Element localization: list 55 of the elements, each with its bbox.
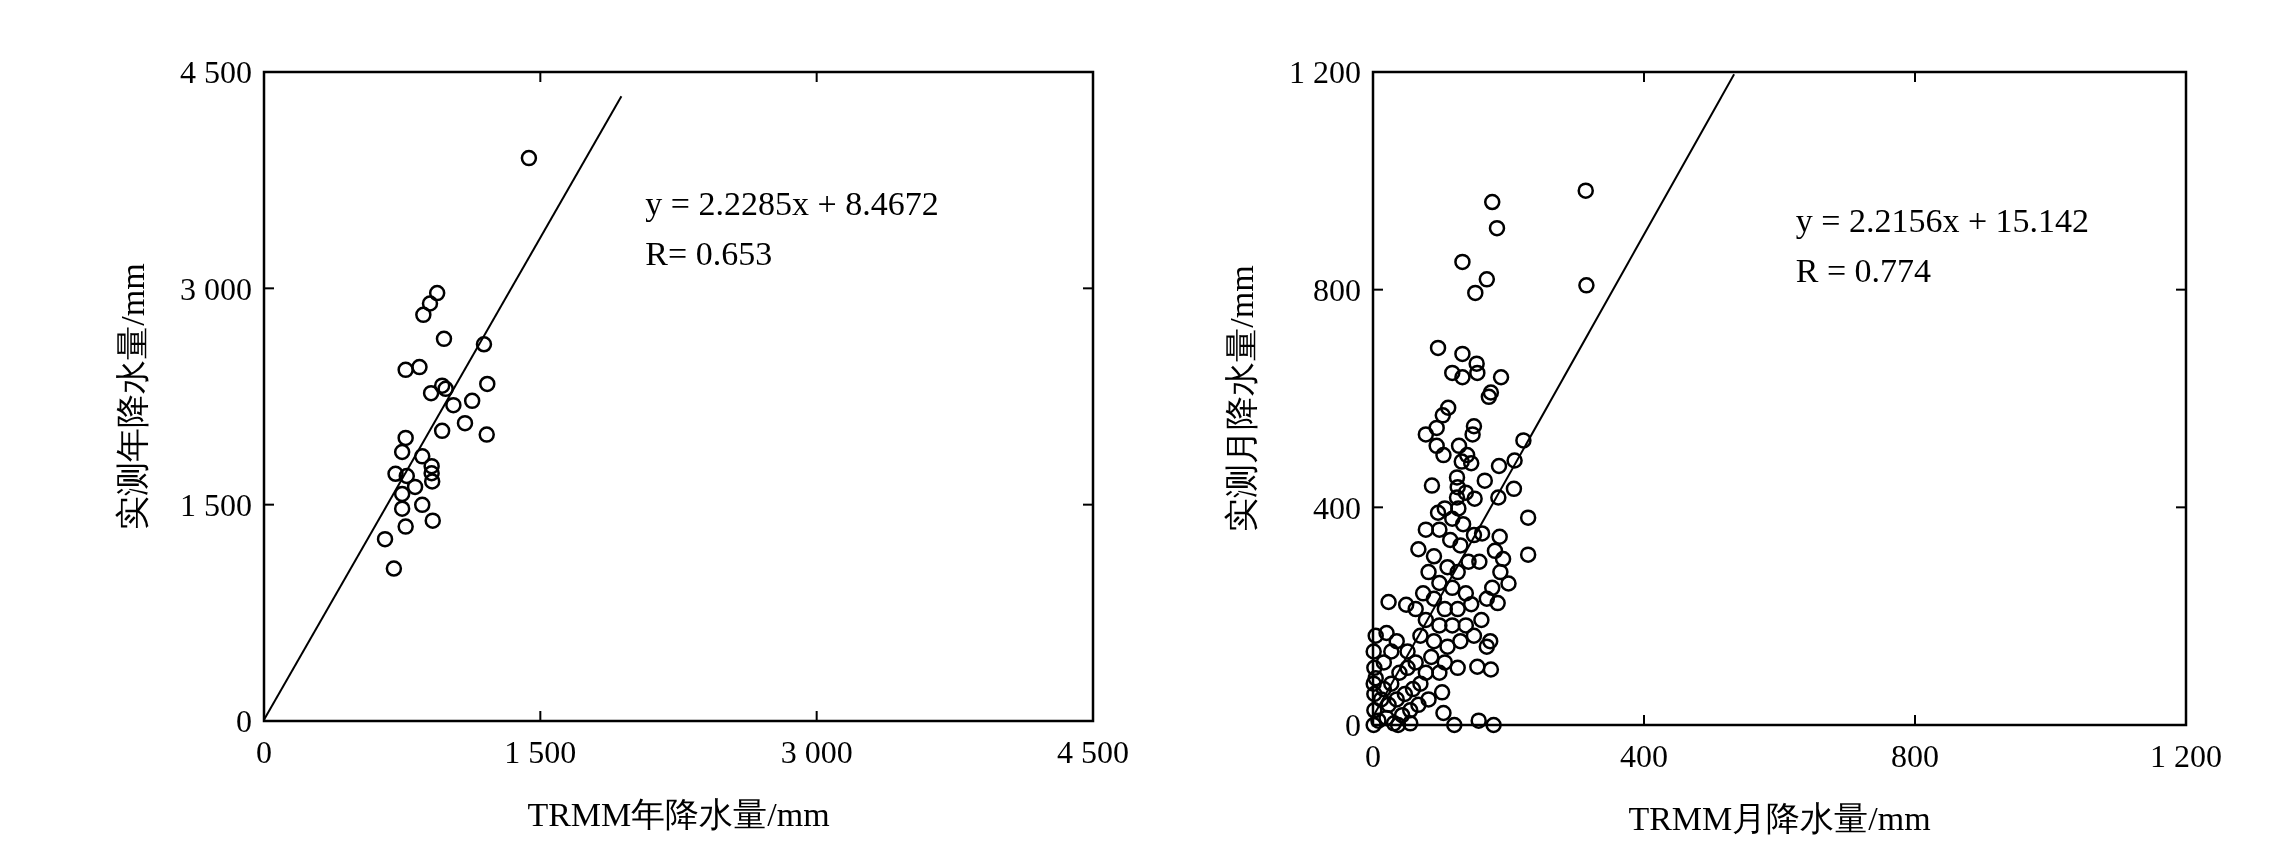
point: [397, 361, 414, 379]
point: [393, 485, 411, 503]
point: [475, 336, 493, 353]
point: [393, 443, 411, 461]
y-tick-label: 1 500: [180, 486, 252, 523]
point: [428, 284, 446, 302]
point: [478, 426, 495, 443]
x-tick-label: 4 500: [1057, 734, 1129, 770]
x-axis-title: TRMM月降水量/mm: [1628, 800, 1931, 837]
point: [406, 478, 424, 496]
x-tick-label: 1 500: [504, 734, 577, 770]
y-axis-title: 实测年降水量/mm: [114, 263, 151, 530]
point: [433, 422, 451, 440]
point: [422, 384, 440, 402]
point: [414, 448, 431, 465]
annotation: R = 0.774: [1795, 251, 1932, 289]
point: [423, 464, 440, 482]
point: [445, 396, 462, 414]
point: [397, 518, 414, 535]
point: [421, 295, 439, 312]
annotation: y = 2.2156x + 15.142: [1795, 201, 2090, 239]
point: [433, 377, 451, 394]
x-tick-label: 400: [1620, 738, 1668, 774]
point: [393, 500, 411, 517]
y-tick-label: 4 500: [180, 54, 252, 91]
annotation: y = 2.2285x + 8.4672: [645, 184, 939, 222]
x-tick-label: 3 000: [780, 734, 853, 770]
y-tick-label: 0: [1345, 707, 1361, 744]
point: [411, 358, 428, 376]
point: [423, 473, 441, 490]
y-tick-label: 0: [236, 703, 252, 740]
point: [385, 560, 403, 577]
x-tick-label: 1 200: [2150, 738, 2222, 774]
point: [387, 465, 404, 483]
point: [435, 330, 453, 348]
x-axis-title: TRMM年降水量/mm: [527, 796, 830, 833]
y-tick-label: 3 000: [180, 270, 252, 307]
point: [398, 467, 416, 485]
point: [520, 149, 538, 167]
x-tick-label: 800: [1891, 738, 1939, 774]
annotation: R= 0.653: [645, 234, 773, 272]
point: [397, 429, 414, 447]
point: [424, 512, 441, 529]
y-tick-label: 800: [1313, 271, 1361, 308]
point: [414, 496, 431, 514]
point: [479, 375, 496, 393]
y-axis-title: 实测月降水量/mm: [1223, 265, 1260, 532]
point: [423, 457, 440, 475]
y-tick-label: 400: [1313, 489, 1361, 526]
point: [456, 414, 474, 432]
y-tick-label: 1 200: [1289, 54, 1361, 91]
point: [463, 392, 481, 410]
point: [437, 380, 454, 398]
point: [415, 306, 432, 324]
point: [376, 530, 394, 548]
